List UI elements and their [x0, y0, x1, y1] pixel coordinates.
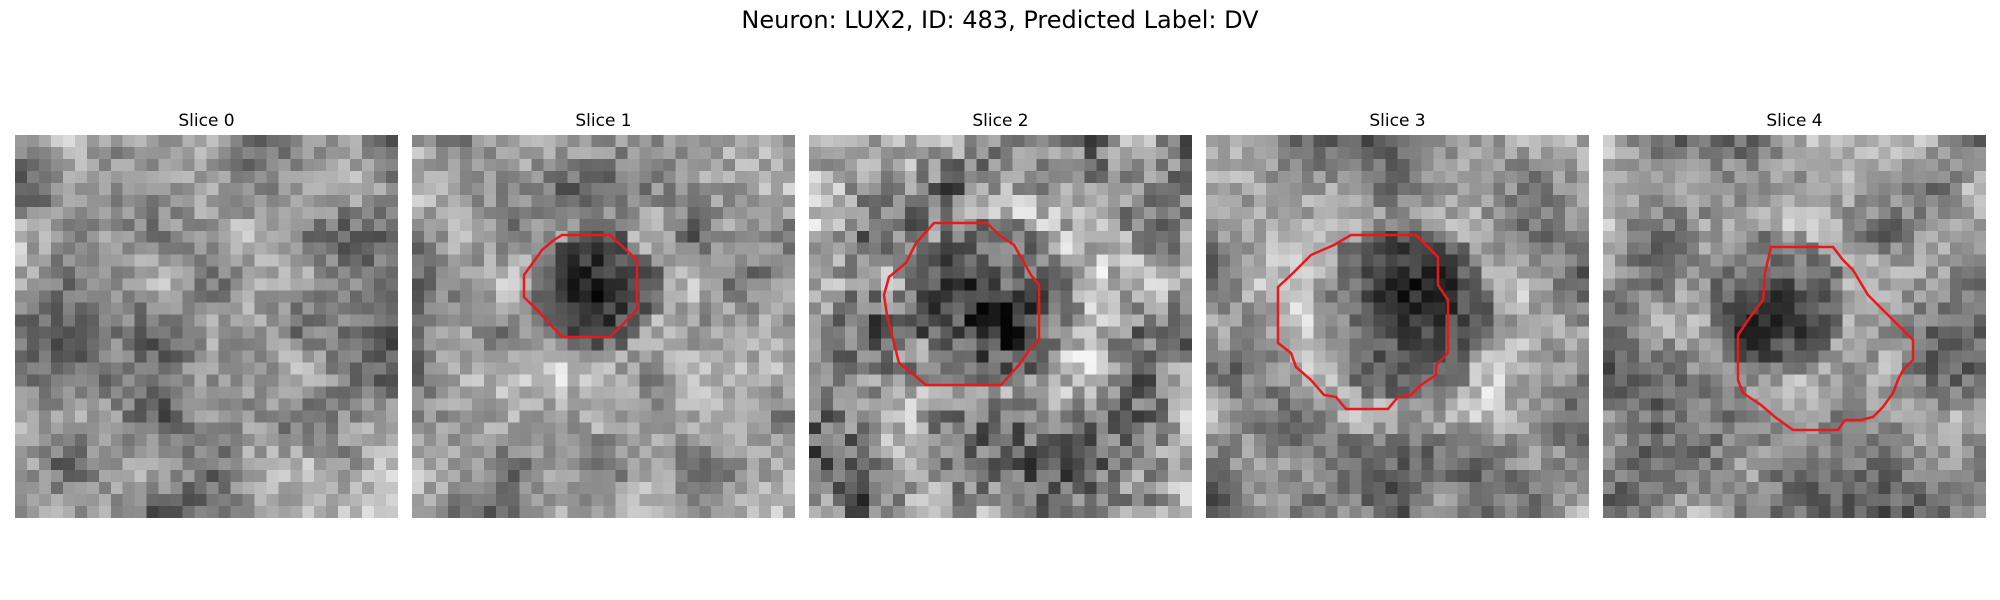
slice-panel-3: Slice 3 [1206, 110, 1589, 518]
microscopy-image [1603, 135, 1986, 518]
slice-panel-4: Slice 4 [1603, 110, 1986, 518]
roi-contour [1276, 233, 1450, 411]
slice-title: Slice 3 [1369, 111, 1426, 131]
microscopy-image [809, 135, 1192, 518]
slice-title: Slice 4 [1766, 111, 1823, 131]
figure-title: Neuron: LUX2, ID: 483, Predicted Label: … [741, 6, 1259, 34]
microscopy-image [1206, 135, 1589, 518]
slice-panel-1: Slice 1 [412, 110, 795, 518]
microscopy-image [15, 135, 398, 518]
slice-panel-0: Slice 0 [15, 110, 398, 518]
slice-title: Slice 0 [178, 111, 235, 131]
microscopy-image [412, 135, 795, 518]
slice-title: Slice 2 [972, 111, 1029, 131]
roi-contour [1736, 245, 1915, 432]
slice-panel-2: Slice 2 [809, 110, 1192, 518]
roi-contour [522, 233, 639, 339]
slice-title: Slice 1 [575, 111, 632, 131]
roi-contour [882, 221, 1041, 387]
